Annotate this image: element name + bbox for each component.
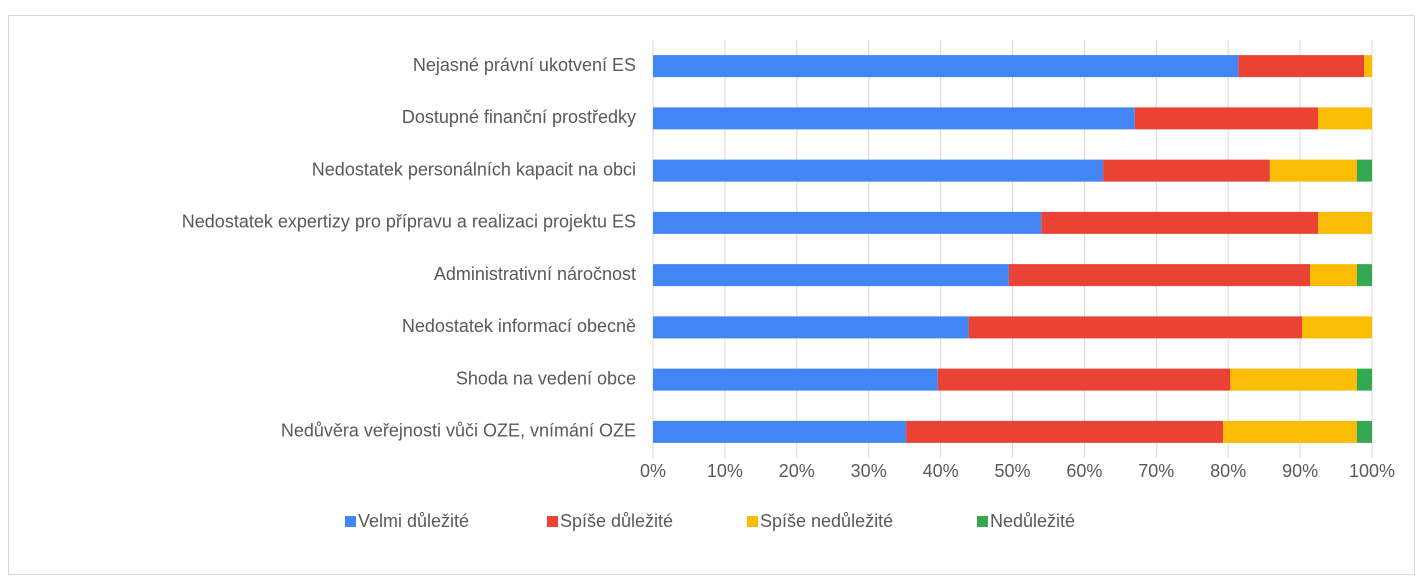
bar-segment [1318,211,1372,234]
y-tick-label: Nedostatek expertizy pro přípravu a real… [182,212,636,232]
legend-label: Velmi důležité [358,511,469,531]
legend-swatch [747,516,758,527]
y-tick-label: Nejasné právní ukotvení ES [413,55,636,75]
x-tick-label: 50% [994,461,1030,481]
bar-segment [653,55,1239,78]
bar-segment [1310,264,1357,287]
bar-segment [653,211,1042,234]
y-tick-label: Dostupné finanční prostředky [402,107,636,127]
x-tick-label: 10% [707,461,743,481]
bar-segment [1134,107,1319,130]
x-tick-label: 40% [923,461,959,481]
y-tick-label: Administrativní náročnost [434,264,636,284]
x-tick-label: 80% [1210,461,1246,481]
legend-swatch [345,516,356,527]
bar-segment [1318,107,1372,130]
x-tick-label: 20% [779,461,815,481]
bar-segment [1223,420,1357,443]
x-tick-label: 60% [1066,461,1102,481]
bar-segment [1238,55,1365,78]
bar-segment [653,420,907,443]
x-tick-label: 90% [1282,461,1318,481]
chart-border [8,15,1415,575]
x-tick-label: 100% [1349,461,1395,481]
bar-segment [653,316,969,339]
legend-label: Spíše nedůležité [760,511,893,531]
bar-segment [1356,420,1372,443]
bar-segment [1364,55,1372,78]
bar-segment [653,159,1104,182]
bar-segment [1008,264,1311,287]
bar-segment [653,264,1009,287]
bar-segment [1269,159,1357,182]
y-tick-label: Shoda na vedení obce [456,368,636,388]
legend-swatch [547,516,558,527]
bar-segment [1302,316,1372,339]
bar-segment [1356,159,1372,182]
x-tick-label: 30% [851,461,887,481]
bar-segment [937,368,1231,391]
bar-segment [1041,211,1319,234]
y-tick-label: Nedostatek personálních kapacit na obci [312,159,636,179]
legend-label: Spíše důležité [560,511,673,531]
bar-segment [1230,368,1357,391]
bar-segment [1103,159,1270,182]
y-tick-label: Nedůvěra veřejnosti vůči OZE, vnímání OZ… [281,421,636,441]
y-tick-label: Nedostatek informací obecně [402,316,636,336]
bar-segment [968,316,1303,339]
bar-segment [653,368,938,391]
legend-label: Nedůležité [990,511,1075,531]
x-tick-label: 0% [640,461,666,481]
legend-swatch [977,516,988,527]
bar-segment [1356,264,1372,287]
bar-segment [653,107,1135,130]
bar-segment [906,420,1224,443]
bar-segment [1356,368,1372,391]
x-tick-label: 70% [1138,461,1174,481]
